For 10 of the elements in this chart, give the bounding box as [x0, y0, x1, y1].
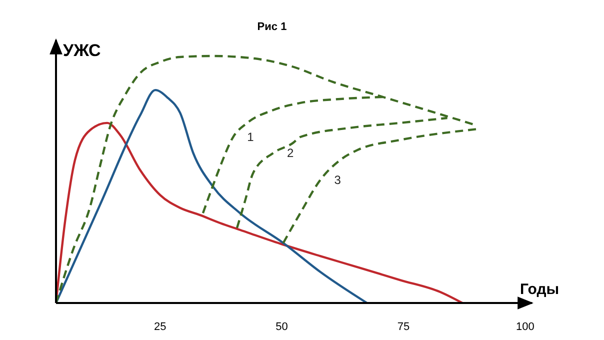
series-label: 3 — [334, 172, 342, 187]
y-axis-title: УЖС — [63, 41, 101, 60]
chart-title: Рис 1 — [257, 21, 287, 33]
x-tick-label: 50 — [276, 321, 288, 333]
series-label: 1 — [247, 130, 254, 144]
x-tick-label: 75 — [397, 321, 410, 333]
x-tick-label: 100 — [516, 321, 534, 333]
x-tick-label: 25 — [154, 321, 166, 333]
series-label: 2 — [287, 146, 294, 160]
x-axis-title: Годы — [520, 281, 560, 298]
